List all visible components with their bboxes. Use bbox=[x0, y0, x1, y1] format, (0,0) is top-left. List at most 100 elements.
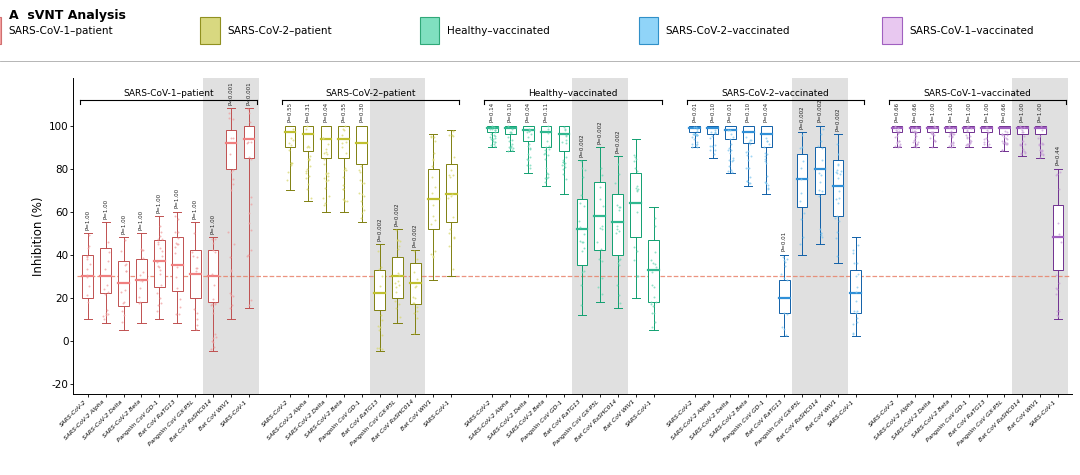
Point bbox=[483, 122, 500, 130]
Point bbox=[1015, 147, 1032, 155]
Point bbox=[643, 256, 660, 264]
Point bbox=[133, 247, 150, 254]
Point bbox=[945, 130, 962, 138]
Point bbox=[538, 164, 555, 171]
Point bbox=[891, 142, 908, 150]
Point bbox=[828, 252, 846, 259]
Point bbox=[738, 149, 755, 156]
Point bbox=[609, 201, 626, 209]
Point bbox=[702, 146, 719, 154]
Point bbox=[630, 273, 647, 280]
Bar bbox=[577, 199, 588, 266]
Point bbox=[372, 282, 389, 290]
Point bbox=[778, 276, 795, 284]
Point bbox=[168, 264, 186, 271]
Point bbox=[540, 152, 557, 159]
Bar bbox=[689, 126, 700, 132]
Point bbox=[504, 144, 522, 152]
Point bbox=[224, 302, 241, 309]
Point bbox=[134, 269, 151, 276]
Point bbox=[625, 243, 643, 251]
Point bbox=[775, 325, 793, 333]
Point bbox=[166, 243, 184, 251]
Point bbox=[315, 174, 333, 182]
Point bbox=[557, 131, 575, 138]
Point bbox=[943, 133, 960, 140]
Point bbox=[318, 170, 335, 178]
Point bbox=[187, 264, 204, 272]
Point bbox=[556, 160, 573, 167]
Point bbox=[557, 132, 575, 140]
Bar bbox=[725, 126, 735, 139]
Point bbox=[643, 298, 660, 305]
Text: P=0.01: P=0.01 bbox=[728, 102, 733, 123]
Point bbox=[443, 167, 460, 174]
Point bbox=[739, 164, 756, 171]
Bar bbox=[154, 239, 165, 287]
Point bbox=[1031, 132, 1049, 139]
Point bbox=[926, 122, 943, 130]
Point bbox=[961, 138, 978, 145]
Point bbox=[777, 263, 794, 270]
Text: P=1.00: P=1.00 bbox=[192, 199, 198, 219]
Point bbox=[757, 178, 774, 186]
Point bbox=[740, 156, 757, 163]
Point bbox=[521, 164, 538, 171]
Point bbox=[242, 119, 259, 126]
Point bbox=[224, 175, 241, 183]
Point bbox=[644, 268, 661, 276]
Point bbox=[202, 345, 219, 352]
Point bbox=[847, 297, 864, 304]
Point bbox=[487, 126, 504, 134]
Text: P=0.002: P=0.002 bbox=[395, 202, 400, 226]
Point bbox=[442, 173, 459, 180]
Point bbox=[220, 114, 238, 122]
Point bbox=[592, 245, 609, 252]
Point bbox=[647, 263, 664, 271]
Point bbox=[575, 174, 592, 181]
Text: Healthy–vaccinated: Healthy–vaccinated bbox=[528, 89, 618, 98]
Point bbox=[203, 235, 220, 242]
Point bbox=[1051, 279, 1068, 287]
Point bbox=[406, 329, 423, 337]
Point bbox=[978, 126, 996, 134]
FancyBboxPatch shape bbox=[419, 17, 438, 45]
Point bbox=[1032, 150, 1050, 158]
Point bbox=[1048, 171, 1065, 179]
Point bbox=[593, 225, 610, 232]
Point bbox=[153, 252, 171, 259]
Point bbox=[374, 272, 391, 279]
Point bbox=[405, 299, 422, 307]
Point bbox=[423, 173, 441, 181]
Text: SARS-CoV-2–vaccinated: SARS-CoV-2–vaccinated bbox=[665, 26, 791, 36]
Point bbox=[405, 247, 422, 255]
Point bbox=[188, 321, 205, 329]
Point bbox=[626, 153, 644, 161]
Point bbox=[390, 281, 407, 289]
Point bbox=[827, 169, 845, 176]
Point bbox=[320, 169, 337, 177]
Point bbox=[387, 297, 404, 304]
Point bbox=[629, 182, 646, 190]
Point bbox=[222, 267, 240, 275]
Point bbox=[827, 234, 845, 242]
Point bbox=[408, 256, 426, 263]
Point bbox=[571, 199, 589, 207]
Point bbox=[484, 135, 501, 142]
Bar bbox=[963, 126, 974, 132]
Point bbox=[187, 267, 204, 275]
Point bbox=[687, 130, 704, 137]
Bar bbox=[892, 126, 903, 132]
Point bbox=[522, 131, 539, 138]
Point bbox=[320, 172, 337, 180]
Point bbox=[206, 330, 224, 338]
Point bbox=[78, 255, 95, 263]
Point bbox=[444, 133, 461, 140]
Point bbox=[166, 212, 184, 219]
Point bbox=[407, 282, 424, 290]
Point bbox=[812, 225, 829, 233]
Point bbox=[443, 190, 460, 198]
Point bbox=[907, 143, 924, 151]
Bar bbox=[1012, 50, 1068, 405]
Point bbox=[849, 314, 866, 322]
